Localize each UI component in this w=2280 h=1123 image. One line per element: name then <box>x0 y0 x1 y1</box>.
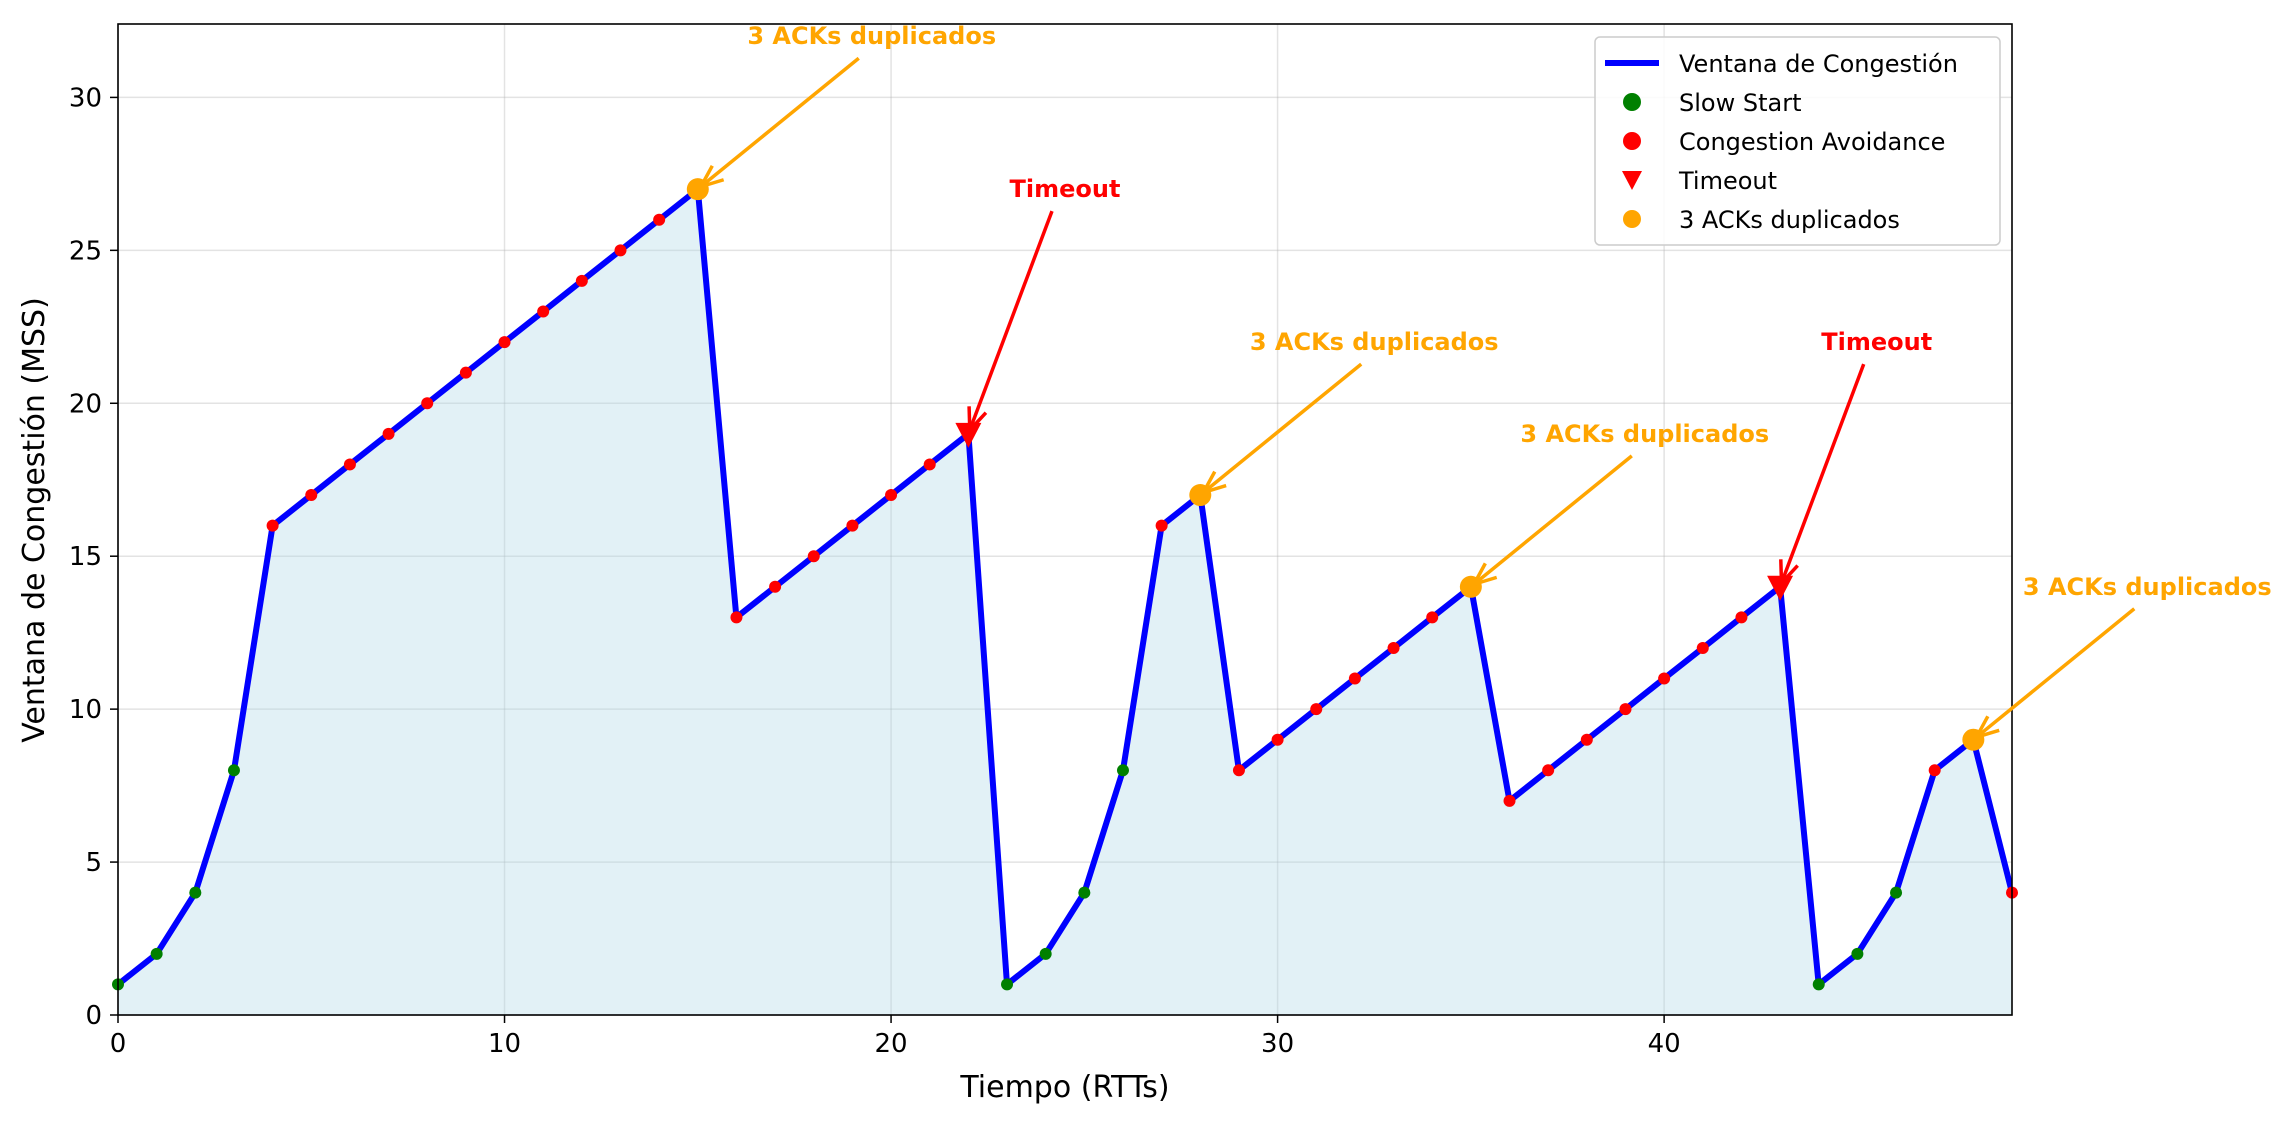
annotation-label: Timeout <box>1010 175 1121 203</box>
legend-circle-swatch <box>1623 93 1641 111</box>
slow-start-marker <box>1116 764 1129 777</box>
congestion-avoidance-marker <box>1426 611 1439 624</box>
congestion-avoidance-marker <box>1271 733 1284 746</box>
legend-box <box>1594 36 2001 246</box>
congestion-avoidance-marker <box>382 427 395 440</box>
congestion-avoidance-marker <box>1658 672 1671 685</box>
annotation-label: 3 ACKs duplicados <box>1520 420 1769 448</box>
congestion-avoidance-marker <box>1348 672 1361 685</box>
congestion-avoidance-marker <box>1232 764 1245 777</box>
congestion-avoidance-marker <box>266 519 279 532</box>
slow-start-marker <box>1890 886 1903 899</box>
x-tick-label: 10 <box>488 1029 521 1059</box>
x-tick-label: 20 <box>875 1029 908 1059</box>
congestion-avoidance-marker <box>1580 733 1593 746</box>
series-line <box>118 186 2012 988</box>
congestion-avoidance-marker <box>885 489 898 502</box>
legend-circle-swatch <box>1623 210 1641 228</box>
legend-triangle-swatch <box>1622 171 1642 190</box>
slow-start-marker <box>1812 978 1825 991</box>
y-tick-label: 25 <box>69 236 102 266</box>
annotation-label: 3 ACKs duplicados <box>747 22 996 50</box>
annotation-arrow <box>1202 362 1363 494</box>
legend-label: Ventana de Congestión <box>1679 50 1958 78</box>
legend-label: Congestion Avoidance <box>1679 128 1945 156</box>
legend-circle-swatch <box>1623 132 1641 150</box>
timeout-marker <box>955 422 982 448</box>
y-tick-label: 15 <box>69 542 102 572</box>
x-tick-label: 30 <box>1261 1029 1294 1059</box>
x-tick-label: 40 <box>1648 1029 1681 1059</box>
congestion-avoidance-marker <box>305 489 318 502</box>
y-tick-label: 0 <box>85 1001 102 1031</box>
annotation-arrowhead <box>1972 715 2000 741</box>
annotation-label: 3 ACKs duplicados <box>2023 573 2272 601</box>
annotation-arrowhead <box>1470 562 1498 588</box>
annotation-arrow <box>968 210 1054 431</box>
slow-start-marker <box>189 886 202 899</box>
congestion-avoidance-marker <box>769 580 782 593</box>
congestion-avoidance-marker <box>421 397 434 410</box>
congestion-avoidance-marker <box>730 611 743 624</box>
annotation-label: Timeout <box>1821 328 1932 356</box>
annotation-arrowhead <box>697 164 725 190</box>
annotation-label: 3 ACKs duplicados <box>1250 328 1499 356</box>
congestion-avoidance-marker <box>846 519 859 532</box>
y-axis-label: Ventana de Congestión (MSS) <box>17 297 52 743</box>
congestion-avoidance-marker <box>343 458 356 471</box>
annotation-arrow <box>1472 454 1633 586</box>
congestion-avoidance-marker <box>459 366 472 379</box>
y-tick-label: 20 <box>69 389 102 419</box>
legend-label: Timeout <box>1678 167 1777 195</box>
legend: Ventana de Congestión Slow Start Congestio… <box>1594 36 2001 246</box>
fill-area <box>118 189 2012 1015</box>
congestion-avoidance-marker <box>923 458 936 471</box>
x-tick-label: 0 <box>110 1029 127 1059</box>
legend-label: Slow Start <box>1679 89 1801 117</box>
congestion-avoidance-marker <box>1619 703 1632 716</box>
congestion-avoidance-marker <box>537 305 550 318</box>
area-fill <box>118 189 2012 1015</box>
timeout-marker <box>1767 575 1794 601</box>
plot-frame <box>117 23 2013 1016</box>
slow-start-marker <box>1078 886 1091 899</box>
annotation-arrow <box>699 56 860 188</box>
legend-label: 3 ACKs duplicados <box>1679 206 1900 234</box>
annotation-arrowhead <box>1779 559 1799 588</box>
congestion-avoidance-marker <box>1387 641 1400 654</box>
slow-start-marker <box>1001 978 1014 991</box>
y-tick-label: 30 <box>69 83 102 113</box>
slow-start-marker <box>1851 947 1864 960</box>
congestion-avoidance-marker <box>1928 764 1941 777</box>
congestion-avoidance-marker <box>575 274 588 287</box>
y-tick-label: 5 <box>85 848 102 878</box>
slow-start-marker <box>1039 947 1052 960</box>
congestion-avoidance-marker <box>1735 611 1748 624</box>
y-tick-label: 10 <box>69 695 102 725</box>
congestion-avoidance-marker <box>1310 703 1323 716</box>
congestion-avoidance-marker <box>1155 519 1168 532</box>
data-markers <box>112 178 2018 991</box>
annotation-arrowhead <box>967 406 988 435</box>
annotations: 3 ACKs duplicados Timeout 3 ACKs duplicado… <box>697 22 2272 741</box>
congestion-avoidance-marker <box>1503 794 1516 807</box>
annotation-arrow <box>1975 607 2136 739</box>
axis-ticks: 0 10 20 30 40 0 5 10 15 20 25 30 <box>69 83 1681 1059</box>
slow-start-marker <box>227 764 240 777</box>
cwnd-line <box>118 186 2012 988</box>
x-axis-label: Tiempo (RTTs) <box>959 1070 1169 1105</box>
congestion-avoidance-marker <box>807 550 820 563</box>
congestion-avoidance-marker <box>1696 641 1709 654</box>
congestion-avoidance-marker <box>653 213 666 226</box>
congestion-avoidance-marker <box>498 336 511 349</box>
slow-start-marker <box>150 947 163 960</box>
congestion-avoidance-marker <box>1542 764 1555 777</box>
annotation-arrow <box>1779 363 1866 584</box>
annotation-arrowhead <box>1199 470 1227 496</box>
congestion-avoidance-marker <box>614 244 627 257</box>
